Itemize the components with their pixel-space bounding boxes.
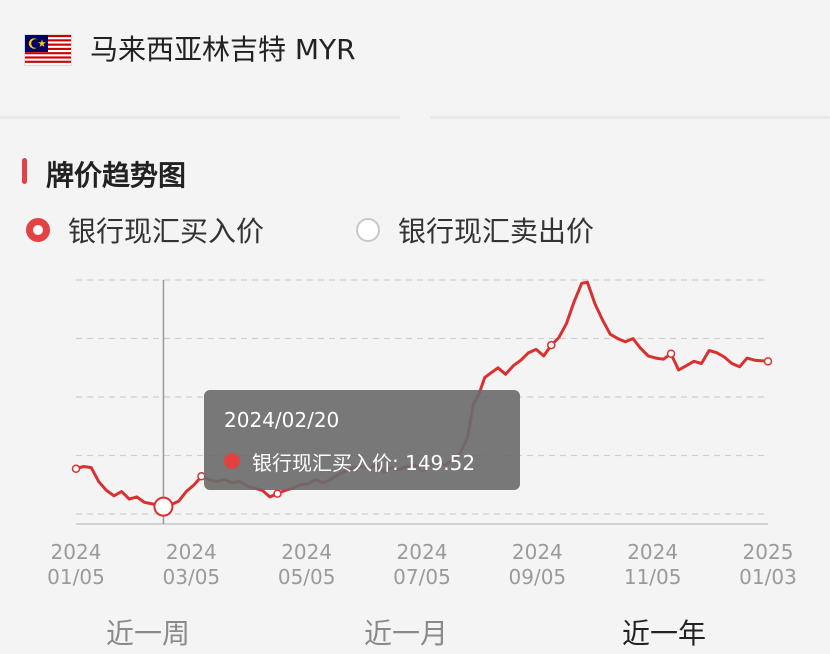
- series-option-buy-label: 银行现汇买入价: [68, 215, 265, 248]
- data-point-marker: [71, 464, 81, 473]
- series-option-buy[interactable]: 银行现汇买入价: [26, 208, 264, 252]
- x-tick-year-label: 2024: [627, 540, 678, 564]
- tab-year[interactable]: 近一年: [622, 617, 707, 650]
- data-point-marker: [666, 349, 676, 358]
- x-tick-year-label: 2024: [512, 540, 563, 564]
- x-tick-date-label: 07/05: [393, 565, 451, 589]
- cursor-point-marker: [153, 496, 174, 517]
- tooltip-value: 银行现汇买入价: 149.52: [252, 451, 476, 475]
- data-point-marker: [547, 340, 556, 350]
- tab-week[interactable]: 近一周: [106, 617, 191, 650]
- x-tick-date-label: 05/05: [278, 565, 336, 589]
- x-tick-year-label: 2024: [397, 540, 448, 564]
- data-point-marker: [763, 357, 773, 366]
- x-tick-date-label: 01/03: [739, 565, 797, 589]
- range-tabs: 近一周 近一月 近一年: [0, 604, 830, 654]
- malaysia-flag-icon: [24, 34, 72, 66]
- tooltip-series-dot-icon: [224, 453, 240, 469]
- tooltip-date: 2024/02/20: [224, 408, 340, 432]
- series-option-sell-label: 银行现汇卖出价: [398, 215, 595, 248]
- series-option-sell[interactable]: 银行现汇卖出价: [356, 208, 594, 252]
- x-tick-year-label: 2024: [166, 540, 217, 564]
- x-tick-date-label: 01/05: [47, 565, 105, 589]
- section-title: 牌价趋势图: [46, 159, 187, 192]
- data-point-marker: [273, 489, 282, 498]
- x-tick-date-label: 09/05: [509, 565, 567, 589]
- radio-unselected-icon[interactable]: [356, 218, 380, 242]
- x-tick-date-label: 11/05: [624, 565, 682, 589]
- chart-tooltip: 2024/02/20 银行现汇买入价: 149.52: [204, 390, 520, 490]
- tab-month[interactable]: 近一月: [364, 617, 449, 650]
- x-tick-year-label: 2024: [281, 540, 332, 564]
- radio-selected-icon[interactable]: [26, 218, 50, 242]
- header-divider-right: [430, 116, 830, 119]
- x-tick-year-label: 2025: [743, 540, 794, 564]
- currency-title: 马来西亚林吉特 MYR: [90, 33, 356, 66]
- x-tick-date-label: 03/05: [163, 565, 221, 589]
- x-tick-year-label: 2024: [51, 540, 102, 564]
- section-accent-bar: [22, 158, 27, 184]
- currency-header: 马来西亚林吉特 MYR: [0, 0, 830, 100]
- header-divider-left: [0, 116, 400, 119]
